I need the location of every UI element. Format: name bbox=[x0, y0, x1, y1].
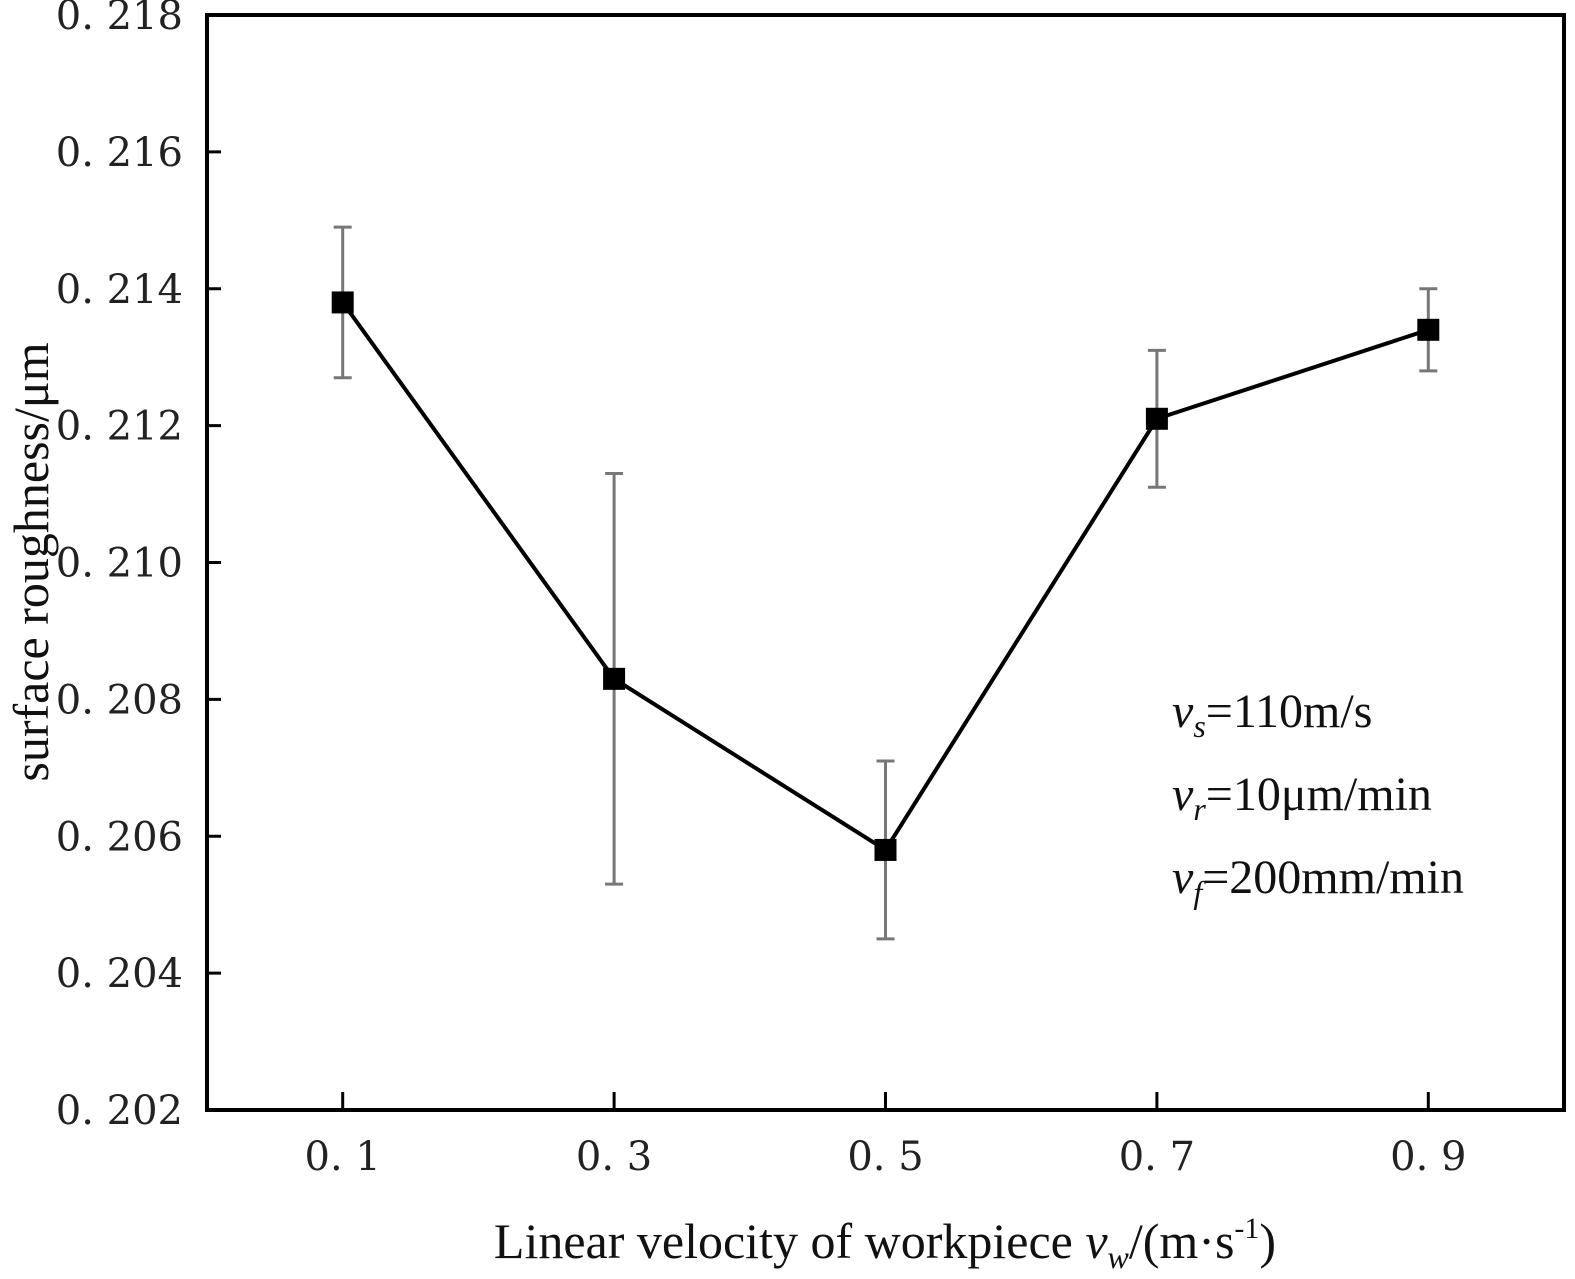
y-axis-title: surface roughness/μm bbox=[3, 342, 59, 781]
x-axis-title: Linear velocity of workpiece vw/(m·s-1) bbox=[494, 1212, 1276, 1275]
x-axis: 0. 1 0. 3 0. 5 0. 7 0. 9 bbox=[305, 1092, 1466, 1180]
y-tick-label: 0. 206 bbox=[56, 814, 183, 860]
annotation-vr-sub: r bbox=[1193, 791, 1206, 827]
y-tick-label: 0. 212 bbox=[56, 404, 183, 450]
error-bars bbox=[333, 225, 1438, 941]
y-tick-label: 0. 204 bbox=[56, 951, 183, 997]
plot-frame bbox=[205, 13, 1566, 1112]
x-axis-title-var: v bbox=[1085, 1213, 1108, 1269]
conditions-annotation: vs=110m/s vr=10μm/min vf=200mm/min bbox=[1172, 685, 1464, 910]
x-tick-label: 0. 9 bbox=[1390, 1134, 1466, 1180]
annotation-vr-var: v bbox=[1172, 768, 1194, 821]
y-axis: 0. 202 0. 204 0. 206 0. 208 0. 210 0. 212 0. 2… bbox=[56, 0, 221, 1134]
annotation-vs-sub: s bbox=[1193, 708, 1205, 744]
data-point-marker bbox=[1145, 407, 1168, 430]
x-tick-label: 0. 7 bbox=[1119, 1134, 1195, 1180]
annotation-vs-var: v bbox=[1172, 685, 1194, 738]
y-tick-label: 0. 208 bbox=[56, 677, 183, 723]
data-point-marker bbox=[874, 838, 897, 861]
data-point-marker bbox=[603, 667, 626, 690]
y-tick-label: 0. 214 bbox=[56, 267, 183, 313]
annotation-vf-value: =200mm/min bbox=[1202, 851, 1464, 904]
x-axis-title-var-sub: w bbox=[1108, 1239, 1130, 1275]
annotation-vr-value: =10μm/min bbox=[1206, 768, 1432, 821]
x-axis-title-unit: /(m·s bbox=[1129, 1213, 1235, 1269]
data-point-marker bbox=[1417, 318, 1440, 341]
y-tick-label: 0. 218 bbox=[56, 0, 183, 39]
x-axis-title-unit-sup: -1 bbox=[1234, 1212, 1259, 1245]
annotation-vf-var: v bbox=[1172, 851, 1194, 904]
y-tick-label: 0. 202 bbox=[56, 1088, 183, 1134]
annotation-vs: vs=110m/s bbox=[1172, 685, 1372, 744]
y-tick-label: 0. 210 bbox=[56, 541, 183, 587]
data-markers bbox=[331, 291, 1440, 861]
x-axis-title-unit-close: ) bbox=[1259, 1213, 1276, 1269]
data-point-marker bbox=[331, 291, 354, 314]
annotation-vr: vr=10μm/min bbox=[1172, 768, 1432, 827]
annotation-vs-value: =110m/s bbox=[1206, 685, 1373, 738]
y-tick-label: 0. 216 bbox=[56, 130, 183, 176]
x-axis-title-prefix: Linear velocity of workpiece bbox=[494, 1213, 1085, 1269]
x-tick-label: 0. 1 bbox=[305, 1134, 381, 1180]
x-tick-label: 0. 5 bbox=[847, 1134, 923, 1180]
x-tick-label: 0. 3 bbox=[576, 1134, 652, 1180]
annotation-vf: vf=200mm/min bbox=[1172, 851, 1464, 910]
